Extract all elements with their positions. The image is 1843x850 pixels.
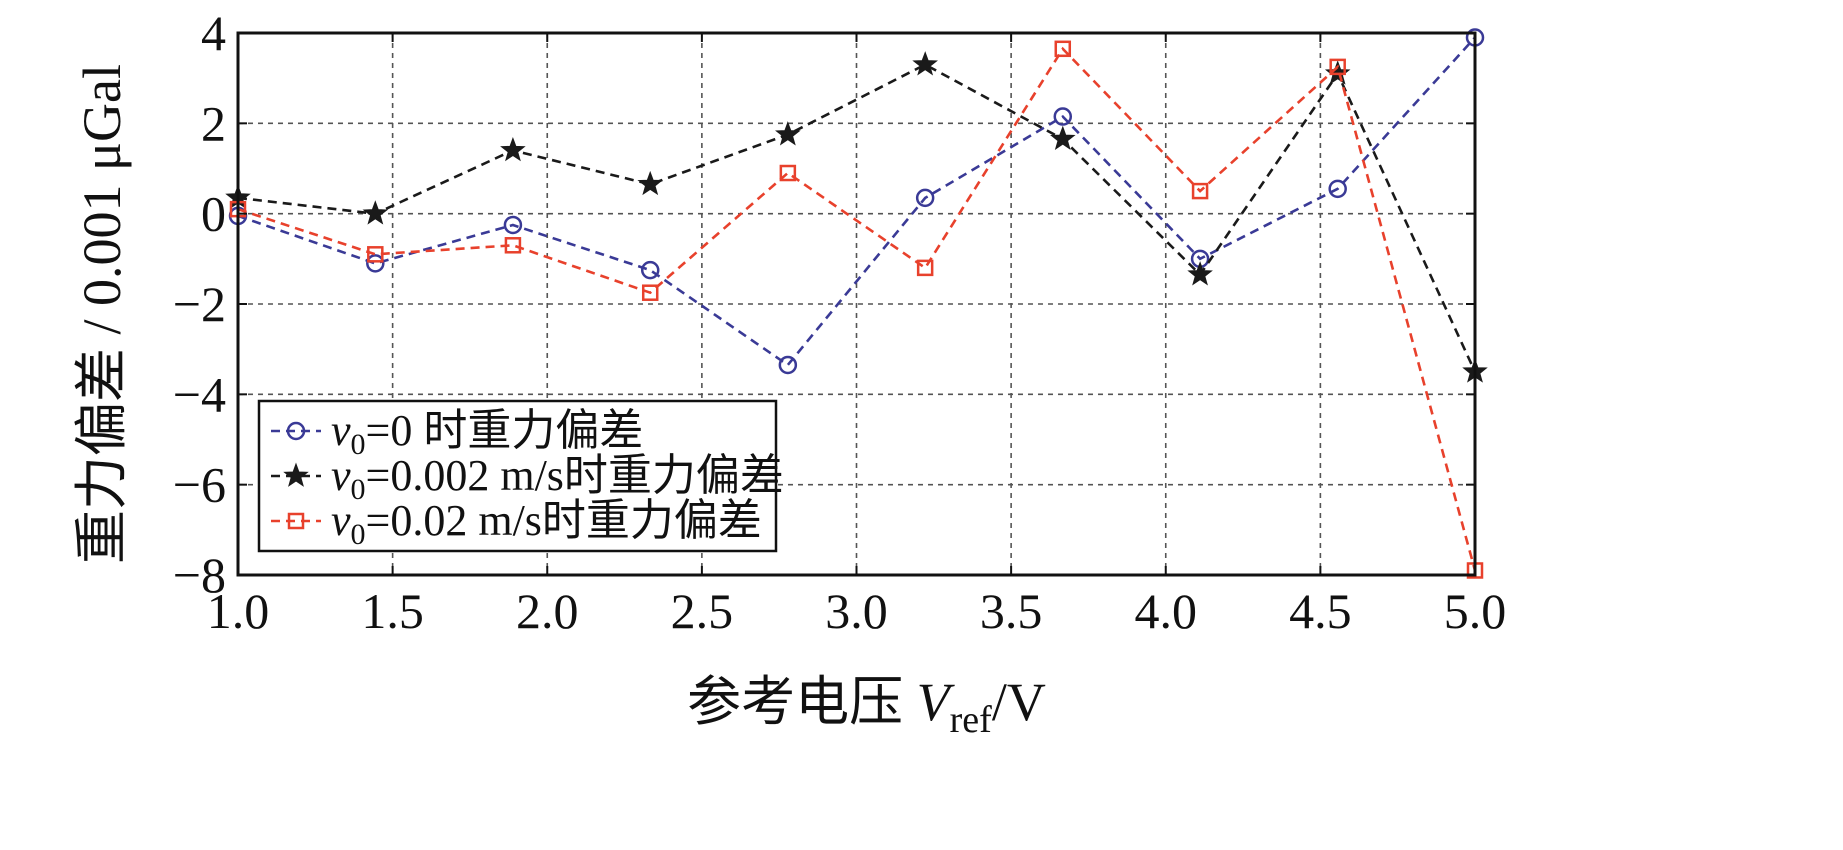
y-tick-label: −2 bbox=[173, 276, 226, 332]
series-1 bbox=[228, 28, 1485, 375]
data-point bbox=[1191, 182, 1209, 200]
legend-label: v0=0.02 m/s时重力偏差 bbox=[331, 496, 762, 551]
y-tick-label: −6 bbox=[173, 457, 226, 513]
data-point bbox=[1329, 58, 1346, 76]
data-point bbox=[1050, 125, 1076, 150]
legend-marker bbox=[287, 512, 305, 530]
legend-entry: v0=0.002 m/s时重力偏差 bbox=[271, 451, 784, 506]
y-tick-label: 2 bbox=[201, 95, 226, 151]
data-point bbox=[640, 260, 660, 280]
data-point bbox=[500, 136, 526, 162]
legend-entry: v0=0 时重力偏差 bbox=[271, 406, 643, 461]
data-point bbox=[779, 164, 797, 182]
data-point bbox=[1187, 261, 1213, 286]
x-tick-label: 2.5 bbox=[671, 583, 734, 639]
x-tick-label: 3.5 bbox=[980, 583, 1043, 639]
x-tick-label: 5.0 bbox=[1444, 583, 1507, 639]
series-line bbox=[237, 46, 1477, 571]
data-point bbox=[912, 51, 938, 76]
data-point bbox=[504, 237, 522, 254]
legend-marker bbox=[286, 421, 306, 441]
axis-titles: 参考电压 Vref/V 重力偏差 / 0.001 μGal bbox=[72, 64, 1046, 741]
y-tick-label: −4 bbox=[173, 366, 226, 422]
y-tick-label: 0 bbox=[201, 186, 226, 242]
x-tick-label: 4.5 bbox=[1289, 583, 1352, 639]
legend-entry: v0=0.02 m/s时重力偏差 bbox=[271, 496, 762, 551]
data-point bbox=[366, 254, 385, 273]
x-tick-label: 2.0 bbox=[516, 583, 579, 639]
legend-box bbox=[257, 399, 778, 553]
x-tick-label: 3.0 bbox=[825, 583, 888, 639]
y-tick-label: −8 bbox=[173, 547, 226, 603]
x-axis-title: 参考电压 Vref/V bbox=[687, 672, 1046, 741]
legend-label: v0=0 时重力偏差 bbox=[331, 406, 643, 461]
legend-marker bbox=[283, 462, 309, 487]
grid bbox=[238, 33, 1475, 575]
data-point bbox=[916, 259, 934, 277]
data-point bbox=[362, 200, 389, 225]
data-point bbox=[637, 170, 663, 196]
data-point bbox=[1054, 40, 1072, 58]
data-point bbox=[1053, 107, 1073, 126]
legend-label: v0=0.002 m/s时重力偏差 bbox=[331, 451, 784, 506]
data-point bbox=[1324, 60, 1351, 85]
data-point bbox=[915, 188, 935, 208]
data-point bbox=[503, 215, 523, 235]
x-tick-label: 1.5 bbox=[361, 583, 424, 639]
data-point bbox=[641, 284, 659, 301]
data-point bbox=[367, 246, 384, 263]
data-point bbox=[778, 355, 798, 375]
data-point bbox=[1328, 179, 1347, 199]
series-line bbox=[237, 36, 1476, 367]
y-tick-label: 4 bbox=[201, 5, 226, 61]
data-point bbox=[775, 121, 801, 146]
x-tick-label: 1.0 bbox=[207, 583, 270, 639]
x-tick-label: 4.0 bbox=[1135, 583, 1198, 639]
axis-ticks: 1.0 1.5 2.0 2.5 3.0 3.5 4.0 4.5 5.0 4 2 0 −2 −4 −6 −8 bbox=[173, 5, 1506, 639]
y-axis-title: 重力偏差 / 0.001 μGal bbox=[72, 64, 132, 564]
series-line bbox=[237, 63, 1477, 373]
